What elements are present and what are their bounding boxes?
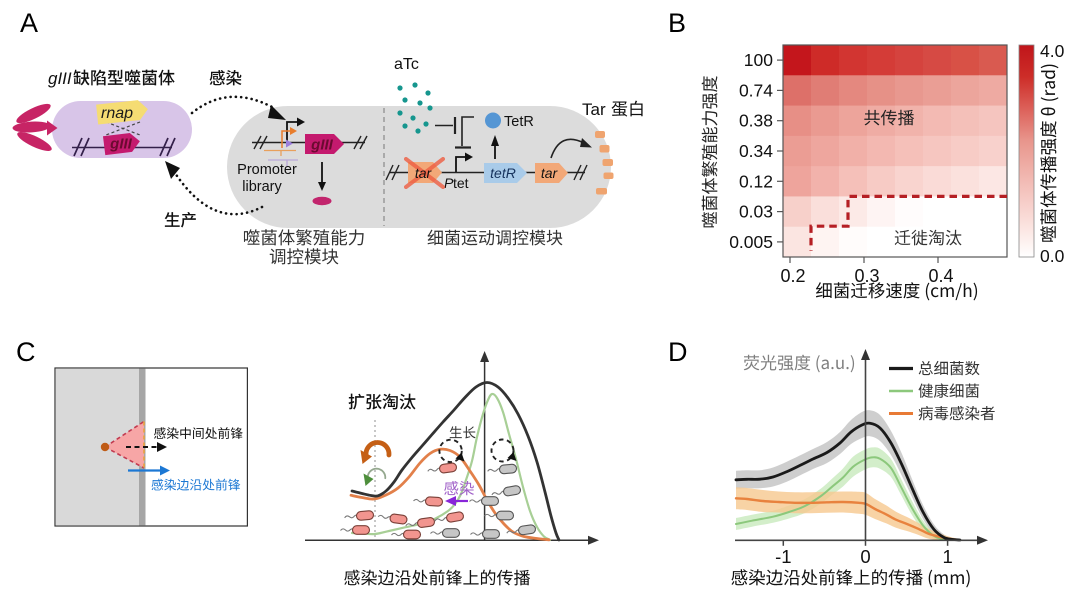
svg-text:0.3: 0.3 — [854, 266, 879, 286]
svg-text:TetR: TetR — [504, 114, 534, 130]
svg-text:D: D — [668, 337, 688, 367]
svg-text:tetR: tetR — [490, 165, 516, 181]
svg-text:Promoter: Promoter — [237, 162, 297, 178]
svg-text:0.74: 0.74 — [739, 80, 773, 100]
svg-text:P: P — [444, 175, 454, 191]
svg-text:Tar: Tar — [582, 100, 606, 119]
svg-text:0.03: 0.03 — [739, 202, 773, 222]
svg-text:-1: -1 — [775, 546, 791, 567]
svg-text:4.0: 4.0 — [1040, 41, 1065, 61]
svg-text:library: library — [242, 179, 282, 195]
svg-text:0.0: 0.0 — [1040, 246, 1065, 266]
svg-text:0.34: 0.34 — [739, 141, 773, 161]
svg-text:0.2: 0.2 — [780, 266, 805, 286]
svg-text:tar: tar — [541, 165, 559, 181]
svg-text:0.4: 0.4 — [928, 266, 953, 286]
svg-text:100: 100 — [744, 50, 773, 70]
svg-text:rnap: rnap — [101, 105, 133, 122]
svg-text:B: B — [668, 8, 686, 38]
svg-text:gIII: gIII — [109, 136, 132, 153]
svg-text:C: C — [16, 337, 36, 367]
svg-text:tar: tar — [415, 165, 433, 181]
svg-text:0.38: 0.38 — [739, 111, 773, 131]
svg-text:1: 1 — [942, 546, 952, 567]
svg-text:aTc: aTc — [394, 56, 419, 73]
svg-text:gIII: gIII — [48, 69, 72, 88]
svg-text:A: A — [20, 8, 38, 38]
svg-text:0: 0 — [860, 546, 870, 567]
svg-text:0.12: 0.12 — [739, 171, 773, 191]
svg-text:tet: tet — [453, 175, 469, 191]
svg-text:gIII: gIII — [310, 137, 333, 154]
svg-text:0.005: 0.005 — [729, 232, 773, 252]
